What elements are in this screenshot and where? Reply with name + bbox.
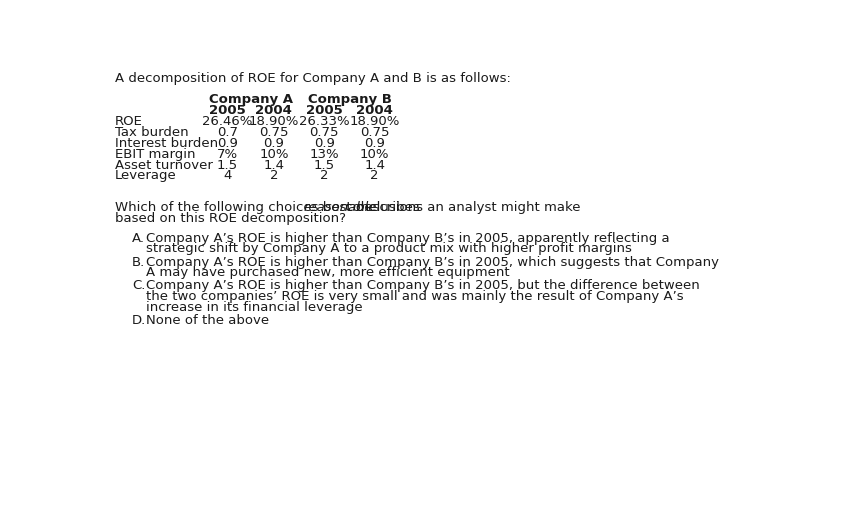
Text: D.: D.	[132, 314, 147, 327]
Text: Which of the following choices best describes: Which of the following choices best desc…	[115, 201, 424, 214]
Text: the two companies’ ROE is very small and was mainly the result of Company A’s: the two companies’ ROE is very small and…	[146, 290, 684, 303]
Text: 1.4: 1.4	[263, 159, 284, 171]
Text: 2: 2	[320, 169, 329, 182]
Text: EBIT margin: EBIT margin	[115, 148, 196, 161]
Text: 1.4: 1.4	[364, 159, 385, 171]
Text: Leverage: Leverage	[115, 169, 177, 182]
Text: 10%: 10%	[259, 148, 288, 161]
Text: 1.5: 1.5	[314, 159, 335, 171]
Text: 0.75: 0.75	[259, 126, 288, 139]
Text: 18.90%: 18.90%	[249, 115, 299, 128]
Text: 2: 2	[269, 169, 278, 182]
Text: 13%: 13%	[310, 148, 339, 161]
Text: 0.7: 0.7	[217, 126, 238, 139]
Text: 2005: 2005	[305, 104, 342, 117]
Text: Company A’s ROE is higher than Company B’s in 2005, but the difference between: Company A’s ROE is higher than Company B…	[146, 279, 700, 293]
Text: A decomposition of ROE for Company A and B is as follows:: A decomposition of ROE for Company A and…	[115, 71, 511, 85]
Text: Company B: Company B	[307, 93, 391, 106]
Text: 2: 2	[371, 169, 379, 182]
Text: strategic shift by Company A to a product mix with higher profit margins: strategic shift by Company A to a produc…	[146, 243, 631, 255]
Text: 7%: 7%	[217, 148, 238, 161]
Text: based on this ROE decomposition?: based on this ROE decomposition?	[115, 212, 346, 226]
Text: 26.33%: 26.33%	[299, 115, 349, 128]
Text: 0.75: 0.75	[310, 126, 339, 139]
Text: None of the above: None of the above	[146, 314, 269, 327]
Text: Company A’s ROE is higher than Company B’s in 2005, which suggests that Company: Company A’s ROE is higher than Company B…	[146, 255, 719, 269]
Text: 1.5: 1.5	[217, 159, 238, 171]
Text: 0.9: 0.9	[217, 137, 238, 150]
Text: 26.46%: 26.46%	[202, 115, 252, 128]
Text: reasonable: reasonable	[303, 201, 377, 214]
Text: Interest burden: Interest burden	[115, 137, 218, 150]
Text: 2004: 2004	[256, 104, 293, 117]
Text: 0.75: 0.75	[360, 126, 390, 139]
Text: A.: A.	[132, 232, 145, 245]
Text: 0.9: 0.9	[364, 137, 385, 150]
Text: C.: C.	[132, 279, 145, 293]
Text: B.: B.	[132, 255, 145, 269]
Text: 0.9: 0.9	[314, 137, 335, 150]
Text: Company A: Company A	[208, 93, 293, 106]
Text: 10%: 10%	[360, 148, 390, 161]
Text: Asset turnover: Asset turnover	[115, 159, 213, 171]
Text: Company A’s ROE is higher than Company B’s in 2005, apparently reflecting a: Company A’s ROE is higher than Company B…	[146, 232, 669, 245]
Text: conclusions an analyst might make: conclusions an analyst might make	[341, 201, 580, 214]
Text: 2005: 2005	[209, 104, 245, 117]
Text: 4: 4	[223, 169, 232, 182]
Text: ROE: ROE	[115, 115, 143, 128]
Text: 0.9: 0.9	[263, 137, 284, 150]
Text: Tax burden: Tax burden	[115, 126, 189, 139]
Text: 2004: 2004	[356, 104, 393, 117]
Text: A may have purchased new, more efficient equipment: A may have purchased new, more efficient…	[146, 267, 510, 279]
Text: increase in its financial leverage: increase in its financial leverage	[146, 301, 363, 314]
Text: 18.90%: 18.90%	[349, 115, 400, 128]
